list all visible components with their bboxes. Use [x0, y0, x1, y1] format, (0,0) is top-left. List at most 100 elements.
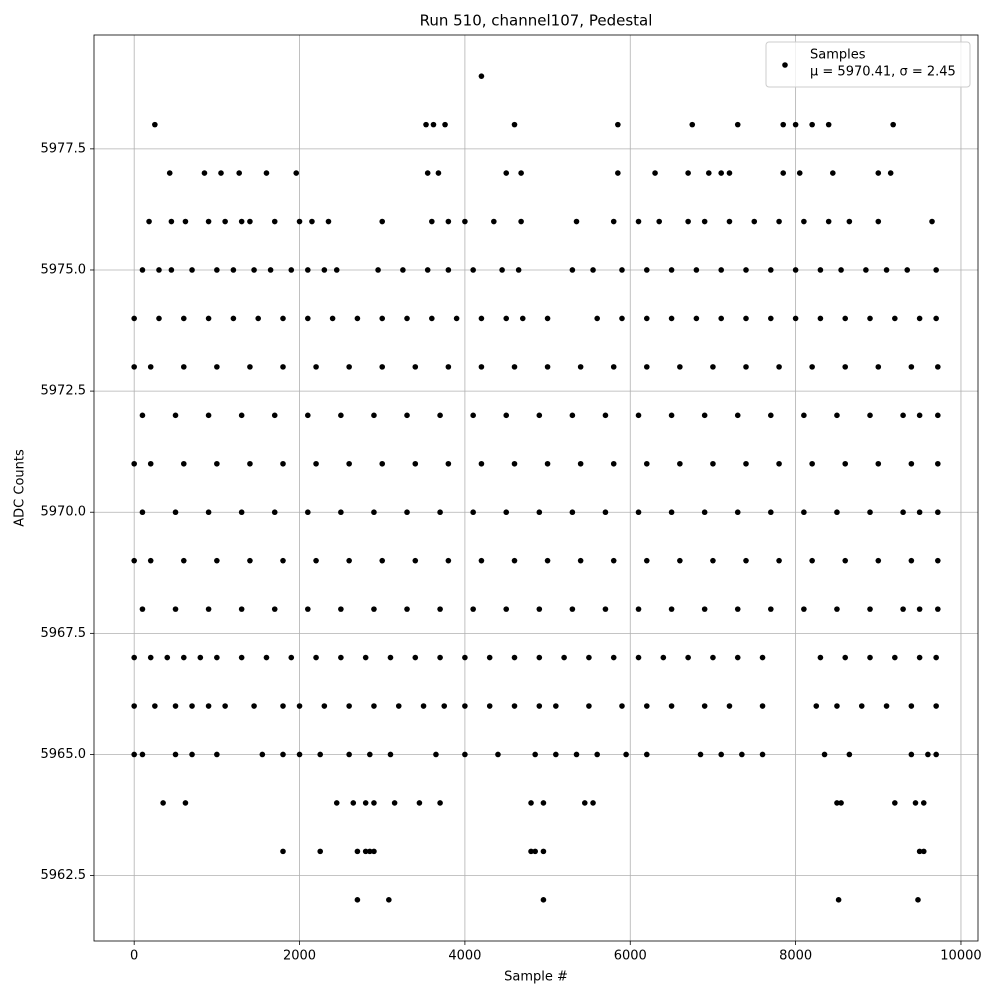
data-point: [400, 267, 406, 273]
data-point: [160, 800, 166, 806]
data-point: [338, 509, 344, 516]
data-point: [710, 557, 716, 564]
data-point: [317, 751, 324, 758]
data-point: [825, 218, 832, 225]
data-point: [887, 170, 894, 176]
data-point: [935, 606, 941, 612]
data-point: [536, 703, 543, 709]
data-point: [643, 364, 650, 370]
data-point: [445, 364, 452, 370]
data-point: [540, 848, 547, 855]
y-tick-label: 5975.0: [41, 262, 87, 277]
data-point: [152, 121, 158, 128]
data-point: [503, 412, 510, 419]
data-point: [867, 509, 873, 516]
data-point: [441, 703, 448, 709]
data-point: [247, 557, 253, 564]
data-point: [367, 848, 373, 855]
data-point: [842, 364, 849, 370]
data-point: [875, 557, 882, 564]
data-point: [652, 170, 658, 176]
data-point: [904, 267, 911, 273]
data-point: [643, 703, 650, 709]
data-point: [166, 170, 173, 176]
data-point: [544, 557, 551, 564]
data-point: [430, 121, 437, 128]
data-point: [635, 218, 642, 225]
data-point: [147, 364, 154, 370]
data-point: [867, 315, 873, 322]
data-point: [842, 315, 849, 322]
data-point: [768, 412, 774, 419]
data-point: [518, 218, 524, 225]
data-point: [180, 364, 187, 370]
data-point: [395, 703, 402, 709]
data-point: [305, 509, 311, 516]
data-point: [214, 267, 220, 273]
data-point: [313, 460, 319, 467]
data-point: [491, 218, 497, 225]
x-tick-label: 6000: [614, 949, 647, 964]
data-point: [156, 267, 162, 273]
data-point: [602, 509, 609, 516]
data-point: [908, 557, 915, 564]
data-point: [834, 412, 840, 419]
data-point: [238, 654, 245, 661]
data-point: [424, 267, 431, 273]
data-point: [569, 412, 576, 419]
data-point: [445, 460, 452, 467]
data-point: [933, 654, 939, 661]
data-point: [263, 170, 270, 176]
data-point: [796, 170, 803, 176]
data-point: [890, 121, 896, 128]
data-point: [371, 703, 377, 709]
data-point: [470, 509, 476, 516]
data-point: [437, 654, 443, 661]
data-point: [540, 897, 547, 903]
data-point: [536, 654, 543, 661]
data-point: [412, 654, 419, 661]
data-point: [821, 751, 828, 758]
data-point: [180, 557, 187, 564]
data-point: [867, 654, 873, 661]
data-point: [846, 751, 853, 758]
data-point: [935, 557, 941, 564]
data-point: [739, 751, 745, 758]
data-point: [668, 606, 675, 612]
data-point: [222, 218, 228, 225]
data-point: [139, 509, 146, 516]
data-point: [305, 267, 311, 273]
data-point: [131, 315, 137, 322]
data-point: [214, 654, 220, 661]
data-point: [916, 606, 923, 612]
data-point: [668, 267, 675, 273]
x-tick-label: 10000: [940, 949, 981, 964]
data-point: [445, 557, 452, 564]
data-point: [615, 170, 621, 176]
data-point: [346, 557, 352, 564]
data-point: [379, 460, 386, 467]
data-point: [916, 848, 923, 855]
data-point: [259, 751, 266, 758]
data-point: [726, 170, 733, 176]
data-point: [916, 412, 923, 419]
data-point: [325, 218, 332, 225]
y-tick-label: 5962.5: [41, 868, 87, 883]
data-point: [935, 412, 941, 419]
data-point: [197, 654, 204, 661]
data-point: [643, 557, 650, 564]
data-point: [386, 897, 392, 903]
data-point: [718, 315, 725, 322]
x-axis-label: Sample #: [504, 970, 568, 985]
data-point: [734, 412, 741, 419]
data-point: [834, 800, 840, 806]
data-point: [172, 606, 179, 612]
data-point: [470, 606, 476, 612]
data-point: [387, 751, 394, 758]
data-point: [536, 509, 543, 516]
data-point: [462, 751, 468, 758]
data-point: [908, 703, 915, 709]
data-point: [511, 460, 518, 467]
